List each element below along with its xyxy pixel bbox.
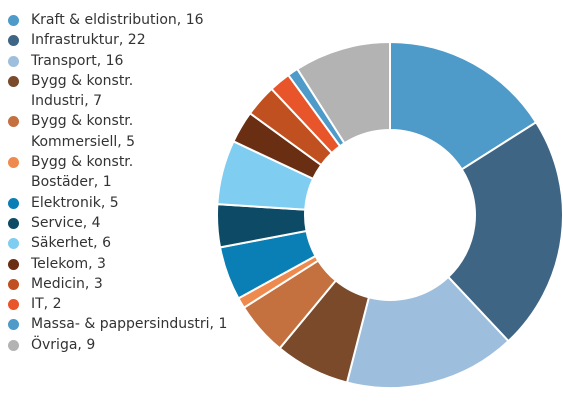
legend-label: Bygg & konstr. Bostäder, 1 bbox=[31, 154, 134, 191]
legend-swatch bbox=[8, 116, 19, 128]
donut-slice bbox=[295, 40, 391, 145]
legend: Kraft & eldistribution, 16 Infrastruktur,… bbox=[8, 10, 227, 355]
legend-label: Kraft & eldistribution, 16 bbox=[31, 12, 204, 28]
legend-label: Säkerhet, 6 bbox=[31, 235, 111, 252]
legend-label: Elektronik, 5 bbox=[31, 194, 119, 211]
legend-swatch bbox=[8, 217, 19, 229]
legend-item: Telekom, 3 bbox=[8, 254, 227, 274]
legend-swatch bbox=[8, 339, 19, 351]
legend-label: Medicin, 3 bbox=[31, 275, 103, 292]
legend-item: Bygg & konstr. Industri, 7 bbox=[8, 71, 227, 112]
legend-label: Bygg & konstr. Industri, 7 bbox=[31, 72, 134, 110]
legend-item: Övriga, 9 bbox=[8, 335, 227, 355]
legend-item: Transport, 16 bbox=[8, 51, 227, 71]
legend-item: IT, 2 bbox=[8, 294, 227, 314]
legend-label: Bygg & konstr. Kommersiell, 5 bbox=[31, 113, 136, 150]
legend-item: Elektronik, 5 bbox=[8, 193, 227, 213]
legend-item: Bygg & konstr. Kommersiell, 5 bbox=[8, 111, 227, 152]
legend-label: Infrastruktur, 22 bbox=[31, 32, 146, 49]
legend-item: Kraft & eldistribution, 16 bbox=[8, 10, 227, 30]
legend-label: IT, 2 bbox=[31, 296, 62, 313]
legend-swatch bbox=[8, 299, 19, 311]
donut-slice bbox=[446, 120, 563, 343]
legend-item: Service, 4 bbox=[8, 213, 227, 233]
legend-item: Bygg & konstr. Bostäder, 1 bbox=[8, 152, 227, 193]
legend-item: Medicin, 3 bbox=[8, 274, 227, 294]
legend-swatch bbox=[8, 15, 19, 26]
legend-swatch bbox=[8, 197, 19, 209]
legend-swatch bbox=[8, 55, 19, 67]
legend-swatch bbox=[8, 258, 19, 270]
legend-label: Service, 4 bbox=[31, 214, 101, 231]
legend-label: Övriga, 9 bbox=[31, 336, 96, 353]
legend-swatch bbox=[8, 319, 19, 331]
legend-item: Säkerhet, 6 bbox=[8, 233, 227, 253]
legend-swatch bbox=[8, 278, 19, 290]
legend-item: Infrastruktur, 22 bbox=[8, 30, 227, 50]
legend-swatch bbox=[8, 157, 19, 169]
legend-label: Massa- & pappersindustri, 1 bbox=[31, 316, 228, 333]
legend-swatch bbox=[8, 75, 19, 87]
legend-swatch bbox=[8, 238, 19, 250]
legend-label: Telekom, 3 bbox=[31, 255, 106, 272]
legend-label: Transport, 16 bbox=[31, 52, 124, 69]
legend-swatch bbox=[8, 35, 19, 47]
legend-item: Massa- & pappersindustri, 1 bbox=[8, 314, 227, 334]
